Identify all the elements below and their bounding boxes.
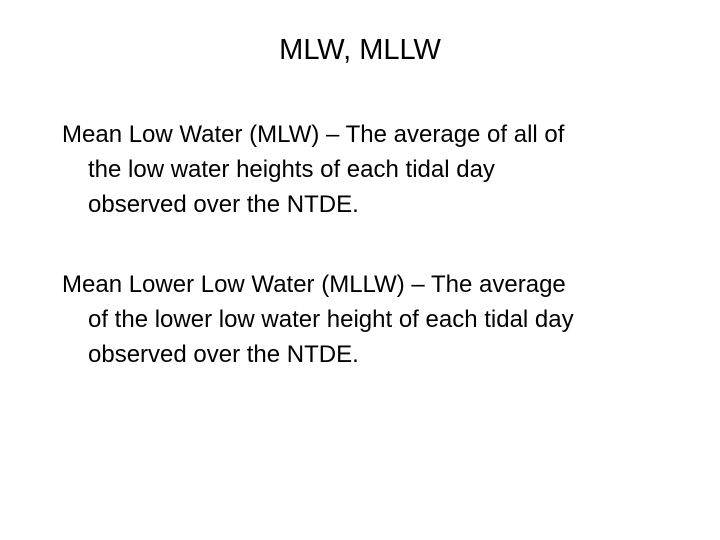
paragraph: Mean Lower Low Water (MLLW) – The averag… [62, 267, 702, 372]
text-line: Mean Low Water (MLW) – The average of al… [62, 121, 565, 148]
text-line: Mean Lower Low Water (MLLW) – The averag… [62, 271, 566, 298]
text-line: observed over the NTDE. [88, 341, 359, 368]
text-line: observed over the NTDE. [88, 191, 359, 218]
slide-title: MLW, MLLW [279, 34, 441, 66]
text-line: the low water heights of each tidal day [88, 156, 495, 183]
text-line: of the lower low water height of each ti… [88, 306, 574, 333]
paragraph: Mean Low Water (MLW) – The average of al… [62, 117, 702, 222]
